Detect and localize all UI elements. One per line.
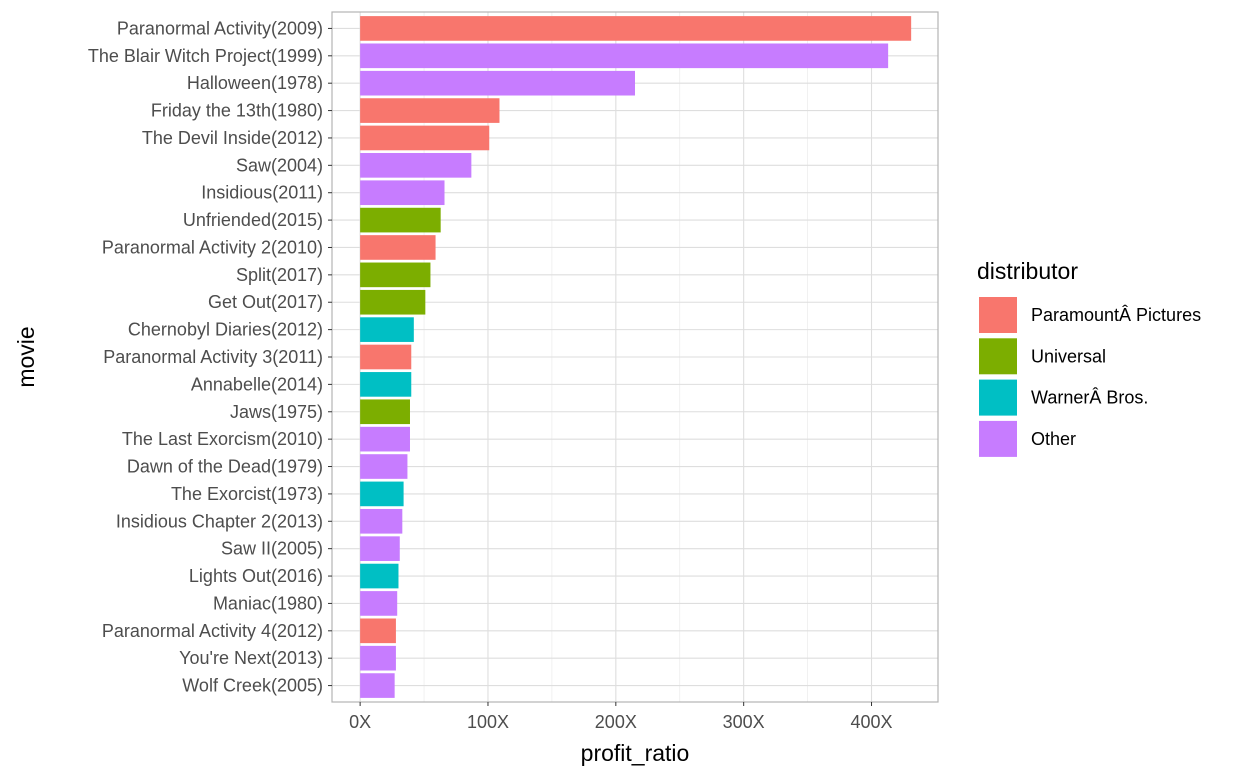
bar [360, 426, 410, 452]
bar [360, 180, 445, 206]
bar [360, 508, 403, 534]
x-tick-label: 100X [467, 712, 509, 732]
y-tick-label: Maniac(1980) [213, 593, 323, 613]
bar [360, 618, 396, 644]
legend-key [979, 379, 1017, 416]
y-tick-label: The Last Exorcism(2010) [122, 429, 323, 449]
legend-key [979, 338, 1017, 375]
bar [360, 16, 912, 41]
y-tick-label: Annabelle(2014) [191, 374, 323, 394]
bar [360, 399, 410, 425]
legend-key [979, 297, 1017, 333]
bar [360, 262, 431, 288]
bar [360, 645, 396, 671]
bar [360, 591, 398, 616]
bar [360, 70, 635, 96]
legend-key [979, 420, 1017, 457]
y-tick-label: Insidious Chapter 2(2013) [116, 511, 323, 531]
bar [360, 153, 472, 178]
bar [360, 673, 395, 698]
x-tick-label: 300X [723, 712, 765, 732]
y-tick-label: Jaws(1975) [230, 402, 323, 422]
y-tick-label: Wolf Creek(2005) [182, 676, 323, 696]
bar [360, 98, 500, 123]
x-tick-label: 0X [349, 712, 371, 732]
bar [360, 289, 426, 315]
legend-label: ParamountÂ Pictures [1031, 305, 1201, 325]
y-tick-label: Saw II(2005) [221, 539, 323, 559]
y-tick-label: Chernobyl Diaries(2012) [128, 320, 323, 340]
y-tick-label: Unfriended(2015) [183, 210, 323, 230]
x-axis-ticks: 0X 100X 200X 300X 400X [349, 702, 893, 732]
x-tick-label: 200X [595, 712, 637, 732]
legend-label: Universal [1031, 346, 1106, 366]
bar [360, 125, 490, 151]
x-axis-title: profit_ratio [581, 740, 690, 766]
y-tick-label: The Blair Witch Project(1999) [88, 46, 323, 66]
bar [360, 536, 400, 561]
y-tick-label: The Devil Inside(2012) [142, 128, 323, 148]
bars [360, 16, 912, 698]
x-tick-label: 400X [850, 712, 892, 732]
bar [360, 317, 414, 342]
y-axis-ticks: Paranormal Activity(2009) The Blair Witch… [88, 18, 332, 696]
bar [360, 235, 436, 260]
y-tick-label: Paranormal Activity 2(2010) [102, 237, 323, 257]
y-tick-label: Paranormal Activity 4(2012) [102, 621, 323, 641]
y-tick-label: Friday the 13th(1980) [151, 101, 323, 121]
y-tick-label: Get Out(2017) [208, 292, 323, 312]
y-tick-label: Saw(2004) [236, 155, 323, 175]
bar [360, 563, 399, 589]
y-tick-label: Split(2017) [236, 265, 323, 285]
bar [360, 207, 441, 233]
legend-label: Other [1031, 429, 1076, 449]
y-tick-label: You're Next(2013) [179, 648, 323, 668]
legend: distributor ParamountÂ Pictures Universal… [977, 258, 1201, 457]
y-axis-title: movie [13, 326, 39, 387]
legend-items: ParamountÂ Pictures Universal WarnerÂ Bros… [979, 297, 1201, 457]
y-tick-label: Insidious(2011) [201, 183, 323, 203]
bar [360, 454, 408, 479]
legend-title: distributor [977, 258, 1078, 284]
bar [360, 43, 889, 69]
bar [360, 344, 412, 370]
y-tick-label: Halloween(1978) [187, 73, 323, 93]
y-tick-label: Paranormal Activity 3(2011) [103, 347, 323, 367]
y-tick-label: Paranormal Activity(2009) [117, 18, 323, 38]
bar [360, 481, 404, 507]
legend-label: WarnerÂ Bros. [1031, 388, 1148, 408]
bar [360, 372, 412, 397]
y-tick-label: Lights Out(2016) [189, 566, 323, 586]
y-tick-label: The Exorcist(1973) [171, 484, 323, 504]
y-tick-label: Dawn of the Dead(1979) [127, 457, 323, 477]
